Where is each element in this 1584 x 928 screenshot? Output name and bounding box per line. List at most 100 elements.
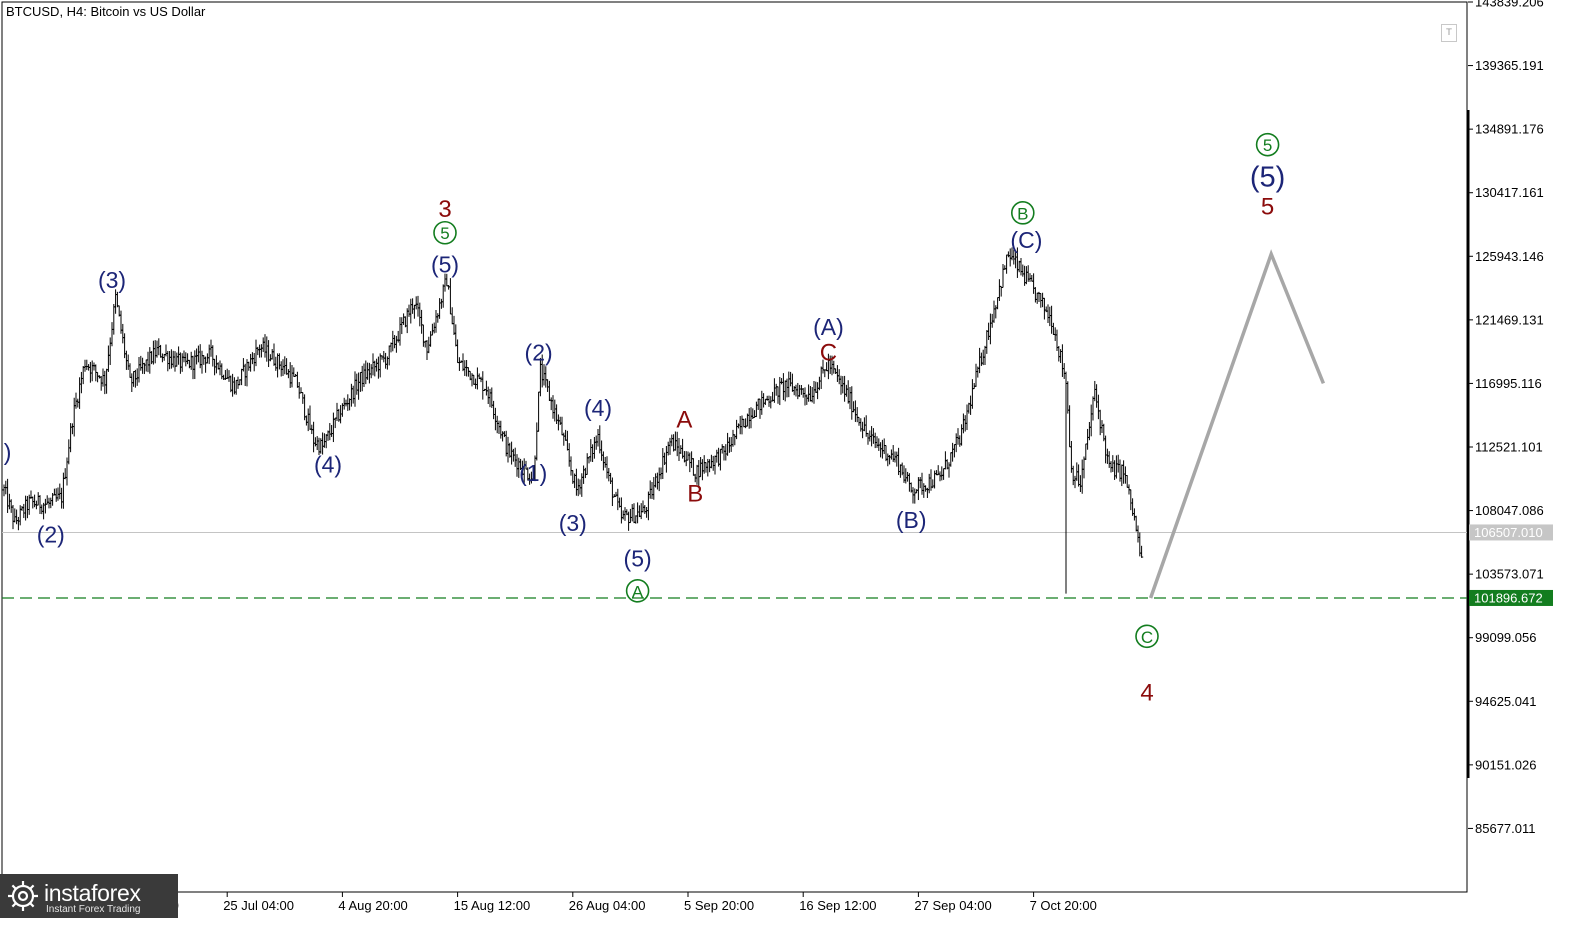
- price-bar: [1080, 459, 1084, 494]
- wave-label: ): [4, 439, 12, 465]
- price-bar: [398, 317, 402, 346]
- price-bar: [852, 401, 856, 413]
- price-bar: [322, 433, 326, 448]
- price-bar: [394, 335, 398, 353]
- wave-label: (3): [98, 267, 126, 293]
- price-bar: [564, 429, 568, 441]
- wave-label: (2): [37, 521, 65, 547]
- price-bar: [915, 489, 919, 494]
- price-bar: [760, 390, 764, 415]
- price-bar: [259, 344, 263, 358]
- price-bar: [677, 437, 681, 461]
- price-bar: [1073, 475, 1077, 489]
- price-bar: [819, 366, 823, 389]
- wave-label-text: (3): [559, 510, 587, 536]
- trade-panel-toggle-button[interactable]: T: [1441, 24, 1457, 42]
- price-bar: [189, 351, 193, 370]
- price-bar: [40, 504, 44, 515]
- price-bar: [132, 371, 136, 387]
- price-bar: [258, 344, 262, 358]
- price-bar: [1132, 508, 1136, 521]
- price-bar: [841, 376, 845, 394]
- price-bar: [79, 371, 83, 394]
- price-bar: [211, 345, 215, 367]
- brand-name: instaforex: [44, 880, 141, 906]
- price-bar: [1089, 404, 1093, 437]
- price-axis[interactable]: 143839.206 139365.191 134891.176 130417.161…: [1468, 0, 1553, 836]
- gear-logo-icon: [8, 881, 38, 911]
- price-bar: [263, 334, 267, 358]
- wave-label-text: (5): [1250, 161, 1285, 193]
- price-bar: [1107, 451, 1111, 468]
- price-bar: [423, 340, 427, 348]
- price-bar: [690, 451, 694, 468]
- price-bar: [796, 382, 800, 400]
- price-bar: [425, 340, 429, 360]
- price-bar: [465, 359, 469, 377]
- price-bar: [83, 359, 87, 372]
- price-bar: [54, 488, 58, 502]
- price-bar: [657, 467, 661, 492]
- price-tick-label: 103573.071: [1475, 567, 1544, 582]
- price-tick-label: 130417.161: [1475, 185, 1544, 200]
- price-bar: [22, 503, 26, 519]
- price-bar: [987, 322, 991, 340]
- price-bar: [121, 323, 125, 344]
- wave-label: B: [687, 480, 703, 507]
- price-bar: [391, 330, 395, 352]
- price-bar: [1114, 455, 1118, 479]
- price-bar: [306, 408, 310, 432]
- price-bar: [555, 404, 559, 424]
- price-bar: [1053, 327, 1057, 341]
- price-bar: [1050, 305, 1054, 334]
- price-bar: [627, 511, 631, 531]
- price-bar: [492, 400, 496, 420]
- price-bar: [103, 370, 107, 395]
- price-bar: [31, 496, 35, 509]
- price-bar: [949, 452, 953, 467]
- price-bar: [324, 434, 328, 449]
- price-bar: [177, 346, 181, 365]
- price-bar: [475, 367, 479, 390]
- price-bar: [454, 324, 458, 347]
- price-bar: [270, 349, 274, 360]
- price-bar: [164, 344, 168, 357]
- time-tick-label: 5 Sep 20:00: [684, 898, 754, 913]
- price-bar: [603, 456, 607, 468]
- price-bar: [1035, 292, 1039, 304]
- price-bar: [1071, 465, 1075, 486]
- price-bar: [940, 466, 944, 481]
- price-bar: [357, 372, 361, 400]
- price-bar: [1125, 474, 1129, 488]
- wave-label: B: [1010, 201, 1035, 225]
- price-bar: [1042, 297, 1046, 320]
- price-bar: [922, 483, 926, 498]
- price-bar: [596, 428, 600, 447]
- price-bar: [1100, 420, 1104, 433]
- price-bar: [711, 455, 715, 471]
- wave-label-text: (2): [37, 521, 65, 547]
- price-bar: [303, 394, 307, 421]
- price-bar: [110, 322, 114, 347]
- price-tick-label: 90151.026: [1475, 757, 1536, 772]
- price-bar: [330, 424, 334, 437]
- price-bar: [420, 309, 424, 334]
- price-bar: [1057, 345, 1061, 362]
- price-bar: [346, 394, 350, 411]
- price-bar: [49, 497, 53, 509]
- price-bar: [43, 498, 47, 514]
- price-bar: [808, 385, 812, 402]
- price-bar: [1033, 287, 1037, 303]
- price-bar: [1134, 515, 1138, 532]
- price-bar: [13, 508, 17, 523]
- price-bar: [736, 423, 740, 429]
- price-bar: [970, 379, 974, 409]
- price-bar: [594, 435, 598, 450]
- price-bar: [992, 300, 996, 323]
- price-bar: [848, 387, 852, 410]
- price-bar: [614, 491, 618, 497]
- price-bar: [817, 376, 821, 391]
- price-bar: [456, 339, 460, 364]
